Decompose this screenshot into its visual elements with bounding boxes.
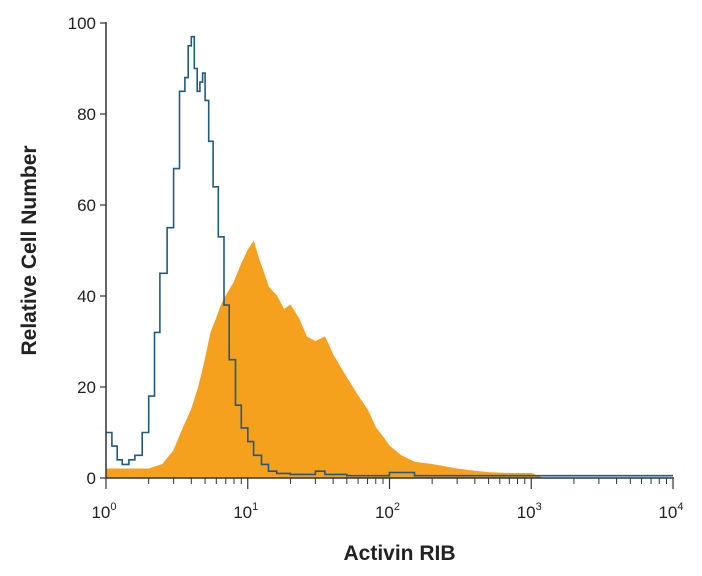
x-tick-exponent: 0 (110, 501, 116, 513)
x-tick-label: 104 (658, 501, 683, 522)
series-outline-histogram (106, 35, 673, 477)
x-tick-exponent: 2 (394, 501, 400, 513)
y-tick-label: 60 (77, 196, 96, 215)
x-axis-title: Activin RIB (343, 542, 455, 565)
x-tick-label: 103 (517, 501, 542, 522)
x-tick-exponent: 3 (536, 501, 542, 513)
y-tick-label: 20 (77, 378, 96, 397)
series-filled-histogram (105, 240, 543, 479)
x-tick-label: 100 (91, 501, 116, 522)
y-tick-label: 100 (68, 14, 96, 33)
y-tick-label: 0 (87, 469, 96, 488)
y-axis-title: Relative Cell Number (18, 145, 41, 355)
x-tick-label: 101 (233, 501, 258, 522)
x-tick-label: 102 (375, 501, 400, 522)
y-tick-label: 80 (77, 105, 96, 124)
series-layer (105, 35, 673, 479)
y-tick-label: 40 (77, 287, 96, 306)
x-tick-exponent: 1 (252, 501, 258, 513)
x-tick-exponent: 4 (677, 501, 683, 513)
